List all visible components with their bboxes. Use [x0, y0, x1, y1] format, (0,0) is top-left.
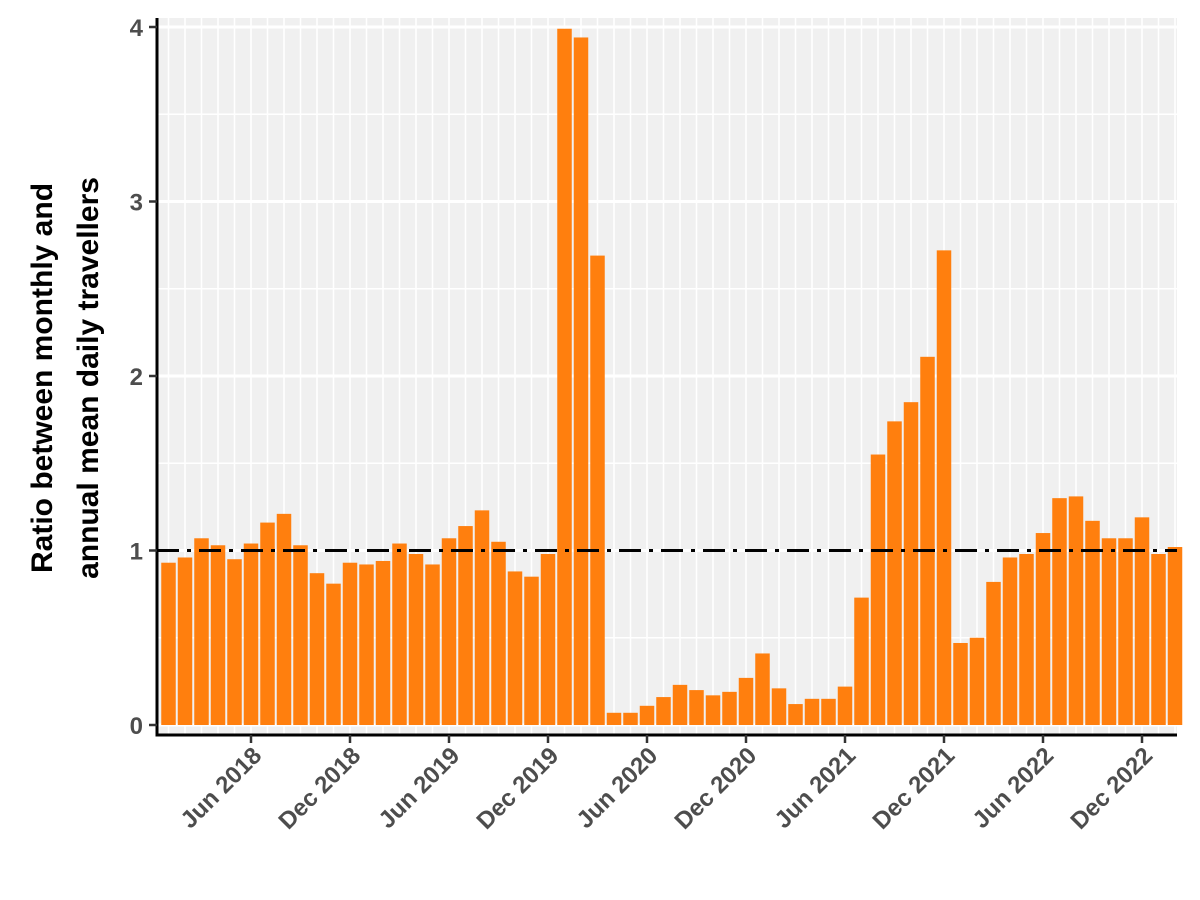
bar	[491, 541, 506, 725]
y-tick-label: 1	[130, 539, 143, 566]
bar	[227, 559, 242, 725]
bar	[326, 583, 341, 725]
bar	[590, 255, 605, 725]
x-tick-label: Dec 2019	[472, 742, 565, 835]
bar	[738, 677, 754, 725]
bar	[441, 538, 457, 725]
bar	[1002, 557, 1018, 725]
bar	[309, 573, 325, 725]
bar	[425, 564, 440, 725]
y-tick-label: 3	[130, 190, 143, 217]
bar	[408, 553, 424, 725]
bar	[656, 697, 671, 725]
bar	[639, 705, 655, 725]
bar	[936, 250, 952, 726]
bar	[920, 356, 935, 725]
bar	[342, 562, 358, 725]
bar	[1068, 496, 1084, 725]
bar	[1019, 553, 1034, 725]
y-tick-label: 0	[130, 713, 143, 740]
y-tick-labels: 0 1 2 3 4	[130, 15, 144, 740]
bar	[243, 543, 259, 725]
bar	[755, 653, 770, 725]
bar	[1167, 547, 1183, 725]
bar	[1035, 533, 1051, 725]
y-axis-title-line1: Ratio between monthly and	[26, 183, 59, 573]
bar	[375, 560, 391, 725]
bar	[1151, 553, 1166, 725]
axes	[149, 18, 1177, 743]
bar	[837, 686, 853, 725]
bar	[293, 545, 308, 725]
bar	[606, 712, 622, 725]
bar	[210, 545, 226, 725]
bar	[540, 553, 556, 725]
bar	[260, 522, 275, 725]
y-tick-label: 2	[130, 364, 143, 391]
x-tick-label: Dec 2018	[274, 742, 367, 835]
bar	[623, 712, 638, 725]
bar	[1101, 538, 1117, 725]
x-tick-label: Jun 2021	[770, 742, 862, 834]
x-tick-label: Jun 2022	[968, 742, 1060, 834]
bar	[474, 510, 490, 725]
bar	[771, 688, 787, 725]
bar	[1118, 538, 1133, 725]
bar	[903, 402, 919, 725]
bar	[705, 695, 721, 725]
bar	[557, 28, 572, 726]
bar	[870, 454, 886, 725]
y-axis-title-line2: annual mean daily travellers	[72, 177, 105, 579]
bar	[194, 538, 209, 725]
bar	[177, 557, 193, 725]
x-tick-label: Dec 2022	[1066, 742, 1159, 835]
bar	[821, 698, 836, 725]
bar	[986, 581, 1001, 725]
bar	[672, 684, 688, 725]
bar	[1085, 520, 1100, 725]
bar	[788, 704, 803, 725]
bar	[458, 526, 473, 725]
bar	[722, 691, 737, 725]
bars	[161, 28, 1183, 726]
x-tick-label: Jun 2019	[374, 742, 466, 834]
bar	[276, 513, 292, 725]
x-tick-labels: Jun 2018 Dec 2018 Jun 2019 Dec 2019 Jun 2020…	[176, 742, 1159, 835]
x-tick-label: Dec 2020	[670, 742, 763, 835]
bar	[507, 571, 523, 725]
bar	[392, 543, 407, 725]
bar	[804, 698, 820, 725]
x-tick-label: Jun 2020	[572, 742, 664, 834]
x-tick-label: Jun 2018	[176, 742, 268, 834]
bar	[887, 421, 902, 725]
bar	[1052, 498, 1067, 725]
bar	[953, 642, 968, 725]
x-tick-label: Dec 2021	[868, 742, 961, 835]
bar	[524, 576, 539, 725]
bar	[1134, 517, 1150, 725]
y-tick-label: 4	[130, 15, 144, 42]
bar	[969, 637, 985, 725]
bar	[573, 37, 589, 726]
bar	[689, 690, 704, 725]
bar	[854, 597, 869, 725]
bar	[359, 564, 374, 725]
bar	[161, 562, 176, 725]
